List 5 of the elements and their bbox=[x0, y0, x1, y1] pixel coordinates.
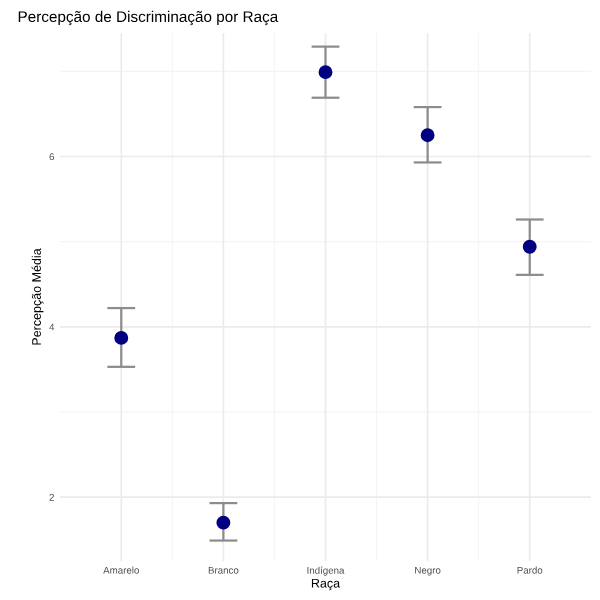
point bbox=[522, 239, 537, 254]
point bbox=[420, 128, 435, 143]
point bbox=[216, 515, 231, 530]
point bbox=[114, 330, 129, 345]
point bbox=[318, 65, 333, 80]
